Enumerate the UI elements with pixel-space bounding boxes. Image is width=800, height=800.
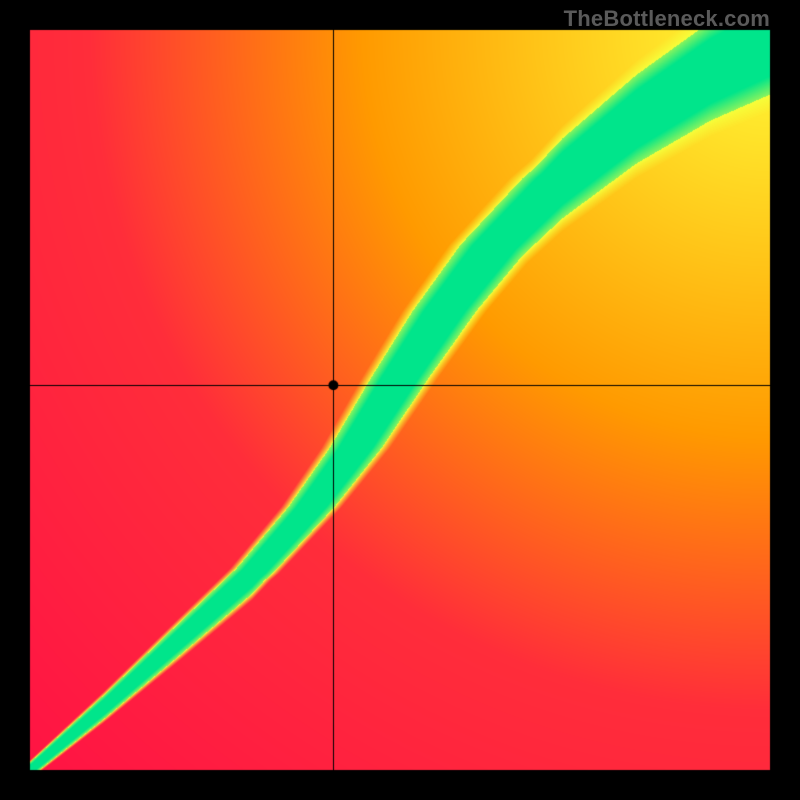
chart-container: TheBottleneck.com bbox=[0, 0, 800, 800]
watermark-text: TheBottleneck.com bbox=[564, 6, 770, 32]
bottleneck-heatmap-canvas bbox=[0, 0, 800, 800]
